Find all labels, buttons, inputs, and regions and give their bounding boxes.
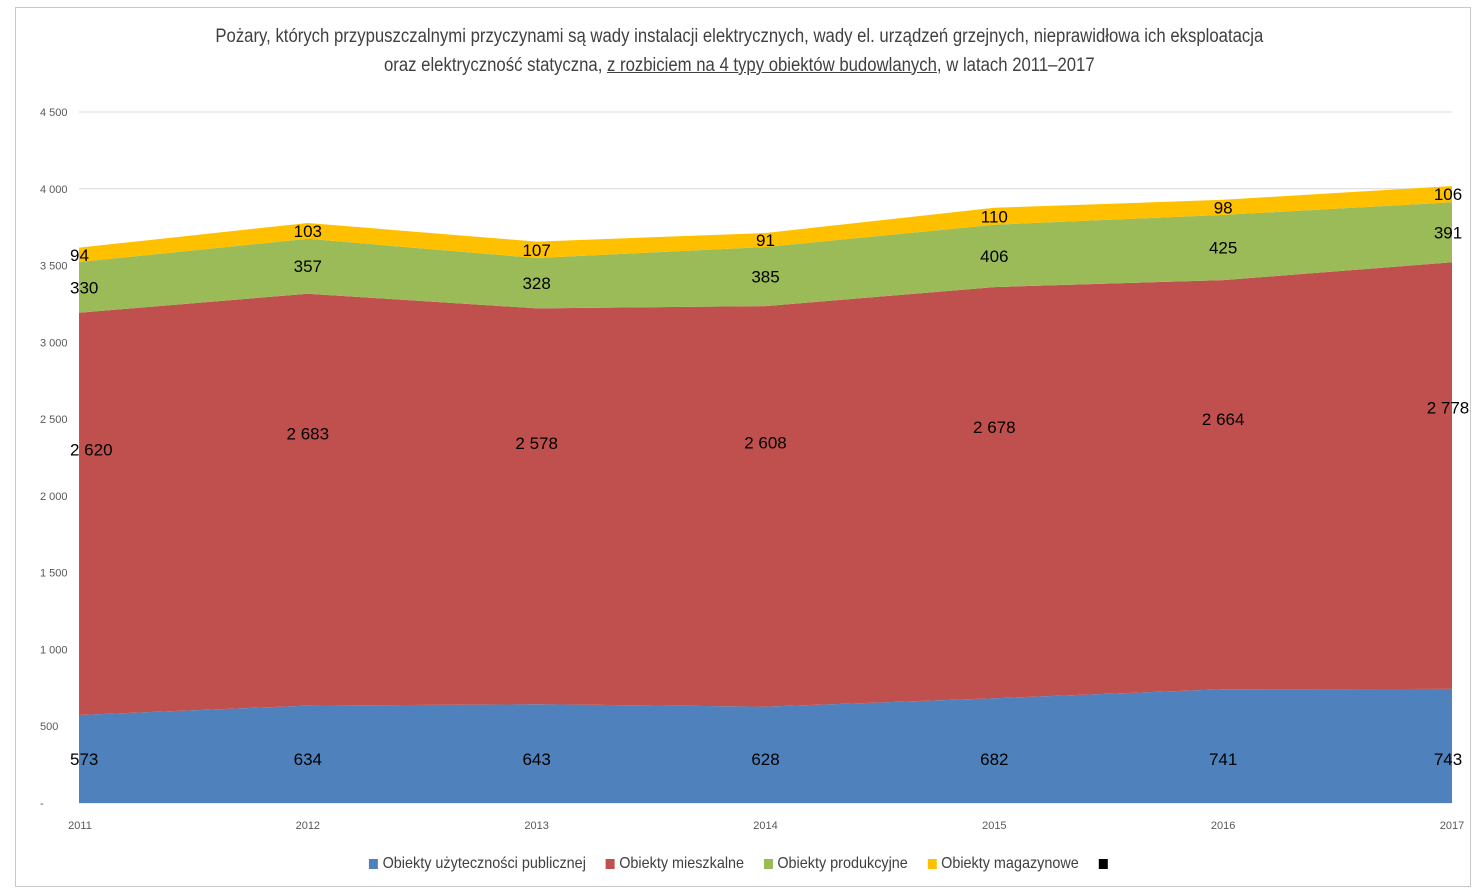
y-tick-label: 1 000 xyxy=(40,644,68,656)
series-area-1 xyxy=(79,688,1452,803)
data-label: 643 xyxy=(522,750,550,769)
x-tick-label: 2011 xyxy=(68,820,92,832)
data-labels: 573 634 643 628 682 741 743 2 620 2 683 2 578 2 60… xyxy=(70,185,1469,769)
legend-item: Obiekty mieszkalne xyxy=(605,855,745,873)
legend-swatch xyxy=(369,859,379,869)
data-label: 385 xyxy=(751,268,779,287)
data-label: 2 608 xyxy=(744,433,787,452)
data-label: 328 xyxy=(522,274,550,293)
data-label: 391 xyxy=(1434,223,1462,242)
data-label: 2 664 xyxy=(1202,410,1245,429)
y-tick-label: 500 xyxy=(40,721,58,733)
legend-swatch xyxy=(605,859,615,869)
data-label: 98 xyxy=(1214,198,1233,217)
y-tick-label: 4 500 xyxy=(40,107,68,119)
y-tick-label: 2 000 xyxy=(40,491,68,503)
data-label: 107 xyxy=(522,241,550,260)
data-label: 330 xyxy=(70,278,98,297)
y-tick-label: 2 500 xyxy=(40,414,68,426)
series-area-4 xyxy=(79,186,1452,262)
data-label: 573 xyxy=(70,750,98,769)
chart-title-underlined-part: z rozbiciem na 4 typy obiektów budowlany… xyxy=(607,55,937,76)
legend: Obiekty użyteczności publicznej Obiekty m… xyxy=(76,855,1402,873)
legend-label: Obiekty produkcyjne xyxy=(777,855,908,872)
series-area-2 xyxy=(79,262,1452,715)
data-label: 106 xyxy=(1434,185,1462,204)
data-label: 628 xyxy=(751,750,779,769)
data-label: 110 xyxy=(981,207,1008,226)
x-tick-label: 2013 xyxy=(524,820,548,832)
series-areas xyxy=(79,186,1452,803)
chart-title-line-2: oraz elektryczność statyczna, z rozbicie… xyxy=(91,51,1387,80)
data-label: 406 xyxy=(980,247,1008,266)
chart-title-line-1: Pożary, których przypuszczalnymi przyczy… xyxy=(215,26,1264,47)
legend-swatch xyxy=(927,859,937,869)
y-tick-label: 1 500 xyxy=(40,568,68,580)
data-label: 2 683 xyxy=(287,425,330,444)
x-tick-label: 2014 xyxy=(753,820,777,832)
data-label: 425 xyxy=(1209,239,1237,258)
series-area-3 xyxy=(79,202,1452,313)
y-tick-label: 3 000 xyxy=(40,337,68,349)
data-label: 682 xyxy=(980,750,1008,769)
legend-empty-swatch xyxy=(1098,859,1108,869)
legend-swatch xyxy=(763,859,773,869)
legend-label: Obiekty użyteczności publicznej xyxy=(382,855,586,872)
y-tick-label: 4 000 xyxy=(40,184,68,196)
data-label: 94 xyxy=(70,246,89,265)
y-tick-label: - xyxy=(40,798,44,810)
legend-item: Obiekty produkcyjne xyxy=(763,855,908,873)
data-label: 2 778 xyxy=(1427,398,1470,417)
legend-label: Obiekty magazynowe xyxy=(941,855,1079,872)
x-tick-label: 2016 xyxy=(1211,820,1235,832)
y-tick-label: 3 500 xyxy=(40,261,68,273)
chart-title: Pożary, których przypuszczalnymi przyczy… xyxy=(91,22,1387,80)
y-axis-ticks: - 500 1 000 1 500 2 000 2 500 3 000 3 500 4 000 4… xyxy=(40,107,68,810)
data-label: 357 xyxy=(294,257,322,276)
chart-title-line-2-start: oraz elektryczność statyczna, xyxy=(383,55,608,76)
x-axis-ticks: 2011 2012 2013 2014 2015 2016 2017 xyxy=(68,820,1464,832)
data-label: 103 xyxy=(294,222,322,241)
x-tick-label: 2012 xyxy=(296,820,320,832)
data-label: 2 620 xyxy=(70,440,113,459)
legend-item: Obiekty użyteczności publicznej xyxy=(369,855,586,873)
data-label: 634 xyxy=(294,750,322,769)
data-label: 2 578 xyxy=(515,434,558,453)
legend-label: Obiekty mieszkalne xyxy=(619,855,745,872)
data-label: 741 xyxy=(1209,750,1237,769)
x-tick-label: 2015 xyxy=(982,820,1006,832)
chart-title-line-2-end: , w latach 2011–2017 xyxy=(936,55,1095,76)
x-tick-label: 2017 xyxy=(1440,820,1464,832)
data-label: 743 xyxy=(1434,750,1462,769)
legend-item: Obiekty magazynowe xyxy=(927,855,1079,873)
data-label: 91 xyxy=(756,231,775,250)
data-label: 2 678 xyxy=(973,418,1016,437)
